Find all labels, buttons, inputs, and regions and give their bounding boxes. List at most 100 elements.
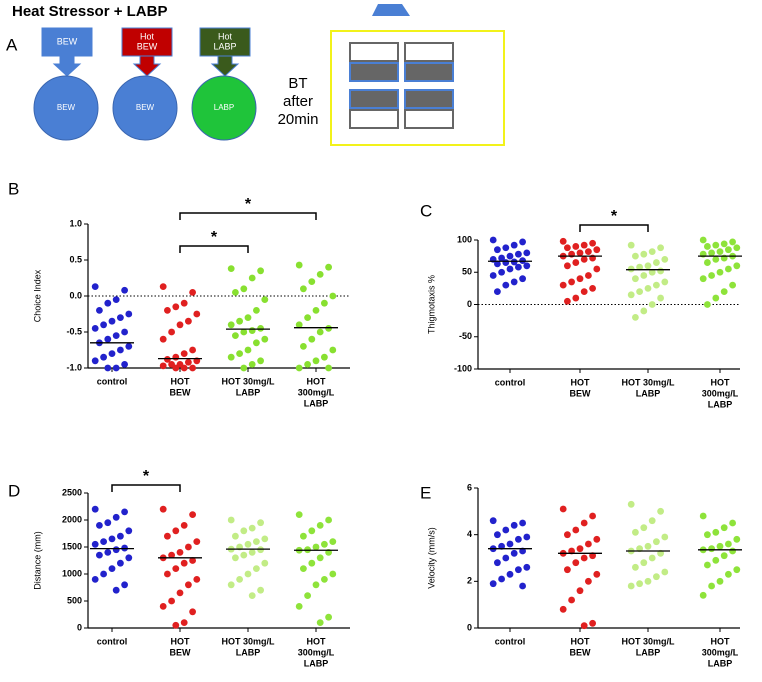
data-point (644, 262, 652, 270)
data-point (308, 559, 316, 567)
data-point (257, 325, 264, 332)
x-tick-label: HOT 30mg/L (221, 376, 275, 386)
data-point (712, 528, 720, 536)
data-point (489, 517, 497, 525)
x-tick-label: HOT (711, 377, 731, 387)
data-point (300, 285, 307, 293)
x-tick-label: 300mg/L (702, 647, 739, 657)
x-tick-label: 300mg/L (702, 388, 739, 398)
data-point (559, 281, 567, 289)
data-point (720, 524, 728, 532)
data-point (108, 350, 116, 357)
data-point (329, 538, 337, 545)
data-point (189, 364, 197, 372)
x-tick-label: LABP (304, 398, 329, 408)
y-tick-label: 2 (467, 576, 472, 586)
panel-letter: D (8, 481, 20, 500)
data-point (325, 516, 332, 524)
data-point (300, 343, 307, 350)
data-point (559, 237, 567, 245)
data-point (559, 605, 567, 613)
data-point (117, 314, 124, 321)
data-point (329, 292, 337, 300)
data-point (91, 540, 99, 548)
data-point (248, 274, 256, 282)
data-point (627, 291, 635, 299)
data-point (661, 278, 669, 286)
data-point (104, 549, 112, 556)
data-point (117, 346, 124, 354)
data-point (325, 325, 332, 332)
data-point (506, 265, 514, 273)
significance-label: * (611, 208, 618, 225)
data-point (316, 554, 324, 562)
data-point (572, 526, 580, 534)
data-point (308, 278, 316, 285)
box-label: BEW (137, 41, 158, 51)
data-point (180, 619, 188, 626)
data-point (189, 608, 197, 616)
data-point (712, 241, 720, 249)
data-point (729, 281, 736, 289)
data-point (159, 335, 167, 343)
y-tick-label: 1.0 (69, 218, 82, 228)
data-point (244, 314, 252, 321)
data-point (564, 262, 571, 270)
data-point (300, 532, 307, 540)
data-point (316, 328, 324, 336)
data-point (580, 288, 588, 295)
y-tick-label: -1.0 (66, 362, 82, 372)
data-point (100, 538, 107, 545)
data-point (729, 238, 736, 246)
data-point (125, 343, 133, 350)
data-point (104, 519, 112, 527)
data-point (510, 241, 518, 249)
data-point (720, 552, 728, 560)
data-point (185, 317, 192, 325)
data-point (253, 538, 260, 545)
data-point (253, 307, 260, 314)
data-point (498, 268, 505, 276)
data-point (172, 303, 180, 311)
data-point (657, 294, 664, 302)
data-point (236, 317, 244, 325)
data-point (112, 296, 120, 303)
data-point (329, 346, 337, 354)
data-point (312, 581, 320, 589)
data-point (240, 551, 248, 559)
data-point (506, 570, 514, 578)
data-point (180, 299, 188, 307)
data-point (180, 364, 188, 372)
data-point (304, 592, 311, 599)
arrow (132, 55, 162, 77)
data-point (661, 533, 669, 541)
significance-bracket (111, 484, 181, 492)
well-grid (349, 42, 454, 129)
data-point (96, 307, 103, 314)
data-point (640, 524, 648, 532)
data-point (91, 283, 99, 291)
tank-label: LABP (214, 103, 234, 112)
data-point (108, 535, 116, 543)
data-point (564, 566, 571, 574)
data-point (108, 317, 116, 325)
data-point (510, 549, 518, 557)
data-point (644, 577, 652, 585)
data-point (248, 361, 256, 368)
note: after (283, 93, 313, 110)
data-point (91, 325, 99, 332)
significance-bracket (179, 212, 317, 220)
data-point (172, 621, 180, 629)
data-point (593, 535, 601, 543)
data-point (261, 559, 269, 567)
data-point (494, 288, 501, 295)
data-point (248, 327, 256, 334)
data-point (240, 527, 248, 535)
data-point (227, 265, 235, 273)
data-point (240, 364, 248, 372)
data-point (733, 566, 741, 574)
y-tick-label: 100 (457, 234, 472, 244)
data-point (653, 281, 660, 289)
data-point (193, 538, 201, 545)
